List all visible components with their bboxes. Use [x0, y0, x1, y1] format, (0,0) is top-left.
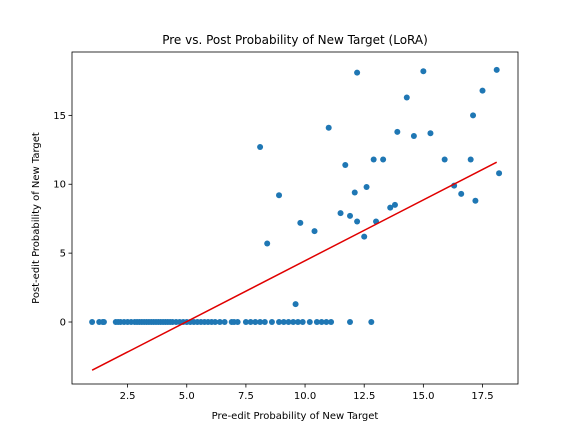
x-tick-label: 5.0 — [179, 391, 195, 402]
y-tick-label: 15 — [53, 111, 66, 122]
data-point — [394, 128, 401, 135]
data-point — [328, 319, 335, 326]
data-point — [479, 87, 486, 94]
data-point — [234, 319, 241, 326]
data-point — [368, 319, 375, 326]
y-axis-label: Post-edit Probability of New Target — [31, 132, 42, 304]
data-point — [247, 319, 254, 326]
data-point — [427, 130, 434, 137]
data-point — [496, 170, 503, 177]
points-layer — [89, 66, 503, 326]
y-tick-label: 0 — [60, 318, 66, 329]
data-point — [257, 319, 264, 326]
data-point — [441, 156, 448, 163]
fit-line-layer — [91, 161, 498, 371]
data-point — [363, 184, 370, 191]
data-point — [89, 319, 96, 326]
data-point — [297, 219, 304, 226]
data-point — [403, 94, 410, 101]
data-point — [242, 319, 249, 326]
data-point — [351, 189, 358, 196]
data-point — [361, 233, 368, 240]
data-point — [410, 133, 417, 140]
y-tick-label: 5 — [60, 249, 66, 260]
data-point — [285, 319, 292, 326]
data-point — [323, 319, 330, 326]
chart-title: Pre vs. Post Probability of New Target (… — [162, 33, 428, 47]
y-tick-label: 10 — [53, 180, 66, 191]
x-tick-label: 7.5 — [238, 391, 254, 402]
data-point — [325, 124, 332, 131]
data-point — [342, 161, 349, 168]
data-point — [318, 319, 325, 326]
data-point — [347, 212, 354, 219]
y-axis-ticks: 0 5 10 15 — [53, 111, 72, 329]
data-point — [311, 228, 318, 235]
axes-frame — [71, 51, 519, 385]
data-point — [391, 201, 398, 208]
x-tick-label: 17.5 — [471, 391, 493, 402]
data-point — [380, 156, 387, 163]
fit-line — [91, 161, 498, 371]
data-point — [354, 218, 361, 225]
data-point — [99, 319, 106, 326]
data-point — [276, 319, 283, 326]
data-point — [470, 112, 477, 119]
data-point — [420, 68, 427, 75]
data-point — [216, 319, 223, 326]
x-tick-label: 15.0 — [412, 391, 434, 402]
data-point — [370, 156, 377, 163]
data-point — [472, 197, 479, 204]
data-point — [268, 319, 275, 326]
data-point — [212, 319, 219, 326]
data-point — [347, 319, 354, 326]
data-point — [313, 319, 320, 326]
data-point — [261, 319, 268, 326]
data-point — [387, 204, 394, 211]
data-point — [257, 144, 264, 151]
data-point — [294, 319, 301, 326]
data-point — [354, 69, 361, 76]
x-tick-label: 12.5 — [353, 391, 375, 402]
data-point — [280, 319, 287, 326]
x-tick-label: 2.5 — [120, 391, 136, 402]
data-point — [290, 319, 297, 326]
data-point — [467, 156, 474, 163]
x-tick-label: 10.0 — [294, 391, 316, 402]
data-point — [292, 301, 299, 308]
data-point — [264, 240, 271, 247]
data-point — [306, 319, 313, 326]
data-point — [458, 190, 465, 197]
data-point — [221, 319, 228, 326]
x-axis-label: Pre-edit Probability of New Target — [212, 411, 379, 422]
data-point — [493, 66, 500, 73]
x-axis-ticks: 2.5 5.0 7.5 10.0 12.5 15.0 17.5 — [120, 384, 494, 402]
data-point — [337, 210, 344, 217]
data-point — [276, 192, 283, 199]
data-point — [299, 319, 306, 326]
data-point — [252, 319, 259, 326]
